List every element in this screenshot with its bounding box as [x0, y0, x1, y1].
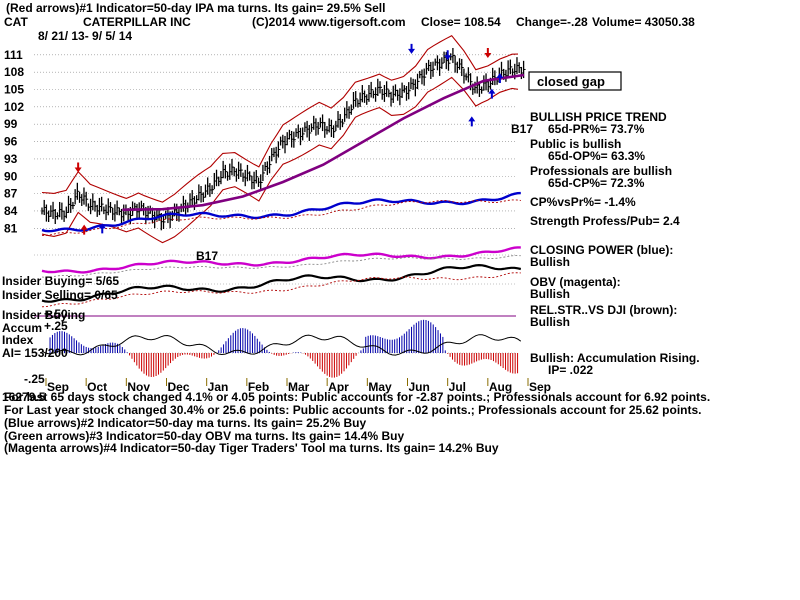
month-label: Sep [47, 380, 69, 394]
month-axis-labels: Sep Oct Nov Dec Jan Feb Mar Apr May Jun Jul Aug Sep [45, 378, 551, 394]
prof-bullish-label: Professionals are bullish [530, 164, 672, 178]
footer-line-65days: For last 65 days stock changed 4.1% or 4… [4, 390, 710, 404]
month-label: Feb [248, 380, 269, 394]
closing-power-line [41, 191, 521, 233]
footer-line-year: For Last year stock changed 30.4% or 25.… [4, 403, 702, 417]
footer-green-arrows: (Green arrows)#3 Indicator=50-day OBV ma… [4, 429, 404, 443]
obv-ma [41, 255, 521, 278]
closing-power-label: CLOSING POWER (blue): [530, 243, 673, 257]
signal-arrows [74, 43, 504, 235]
chart-lines [122, 73, 525, 212]
pr-value: 65d-PR%= 73.7% [548, 122, 645, 136]
bullish-trend-label: BULLISH PRICE TREND [530, 110, 667, 124]
y-tick-label: 105 [4, 82, 24, 96]
op-value: 65d-OP%= 63.3% [548, 149, 645, 163]
month-label: Aug [489, 380, 512, 394]
price-grid [34, 54, 516, 354]
month-label: Sep [529, 380, 551, 394]
obv-line [41, 246, 521, 274]
signal-arrow-up [488, 88, 496, 99]
accum-plus50: +.50 [44, 307, 68, 321]
price-axis-labels: 111 108 105 102 99 96 93 90 87 84 81 [4, 48, 24, 236]
copyright: (C)2014 www.tigersoft.com [252, 15, 406, 29]
y-tick-label: 102 [4, 100, 24, 114]
signal-arrow-down [74, 162, 82, 173]
change-value: Change=-.28 [516, 15, 588, 29]
accum-plus25: +.25 [44, 319, 68, 333]
public-bullish-label: Public is bullish [530, 137, 621, 151]
company-name: CATERPILLAR INC [83, 15, 191, 29]
insider-selling-count: Insider Selling= 0/65 [2, 288, 118, 302]
footer-blue-arrows: (Blue arrows)#2 Indicator=50-day ma turn… [4, 416, 366, 430]
month-label: Jun [409, 380, 430, 394]
red-arrows-line: (Red arrows)#1 Indicator=50-day IPA ma t… [6, 1, 385, 15]
obv-label: OBV (magenta): [530, 275, 621, 289]
y-tick-label: 99 [4, 117, 18, 131]
y-tick-label: 108 [4, 65, 24, 79]
accumulation-label: Bullish: Accumulation Rising. [530, 351, 700, 365]
month-label: May [368, 380, 392, 394]
index-label: Index [2, 333, 34, 347]
indicator-panels [41, 191, 522, 378]
cp-value: 65d-CP%= 72.3% [548, 176, 645, 190]
signal-arrow-up [496, 73, 504, 84]
accum-minus25: -.25 [24, 372, 45, 386]
month-label: Jan [208, 380, 229, 394]
closed-gap-label: closed gap [537, 74, 605, 89]
footer-magenta-arrows: (Magenta arrows)#4 Indicator=50-day Tige… [4, 441, 499, 455]
price-bars [41, 47, 526, 231]
signal-arrow-up [468, 116, 476, 127]
relstr-value: Bullish [530, 315, 570, 329]
month-label: Dec [168, 380, 190, 394]
month-label: Nov [127, 380, 150, 394]
signal-arrow-down [444, 50, 452, 61]
ip-value: IP= .022 [548, 363, 593, 377]
lower-band [41, 76, 519, 244]
ai-value: AI= 153/200 [2, 346, 68, 360]
closing-power-ma [41, 199, 521, 236]
close-value: Close= 108.54 [421, 15, 501, 29]
closed-gap-box [528, 71, 622, 91]
b17-label-right: B17 [511, 122, 533, 136]
y-tick-label: 111 [4, 48, 23, 62]
month-label: Oct [87, 380, 107, 394]
symbol: CAT [4, 15, 28, 29]
strength-value: Strength Profess/Pub= 2.4 [530, 214, 680, 228]
signal-arrow-up [98, 223, 106, 234]
ma50-line [122, 73, 525, 212]
closing-power-value: Bullish [530, 255, 570, 269]
obv-value: Bullish [530, 287, 570, 301]
month-label: Mar [288, 380, 310, 394]
y-tick-label: 96 [4, 135, 18, 149]
signal-arrow-down [408, 43, 416, 54]
accum-label: Accum [2, 321, 42, 335]
date-range: 8/ 21/ 13- 9/ 5/ 14 [38, 29, 132, 43]
insider-buying-count: Insider Buying= 5/65 [2, 274, 119, 288]
cpvspr-value: CP%vsPr%= -1.4% [530, 195, 636, 209]
y-tick-label: 84 [4, 204, 18, 218]
month-label: Jul [449, 380, 466, 394]
y-tick-label: 93 [4, 152, 18, 166]
y-tick-label: 81 [4, 221, 18, 235]
signal-arrow-up [80, 224, 88, 235]
y-tick-label: 90 [4, 169, 18, 183]
relative-strength-ma [41, 272, 521, 308]
upper-band [41, 35, 519, 203]
y-tick-label: 87 [4, 187, 18, 201]
volume-value: Volume= 43050.38 [592, 15, 695, 29]
footer-prefix: 16279.5 [2, 390, 46, 404]
relative-strength-line [41, 263, 522, 303]
signal-arrow-down [484, 47, 492, 58]
price-bands [41, 35, 519, 244]
accumulation-ma [41, 334, 522, 356]
insider-buying-label: Insider Buying [2, 308, 85, 322]
relstr-label: REL.STR..VS DJI (brown): [530, 303, 677, 317]
b17-label-left: B17 [196, 249, 218, 263]
month-label: Apr [328, 380, 349, 394]
